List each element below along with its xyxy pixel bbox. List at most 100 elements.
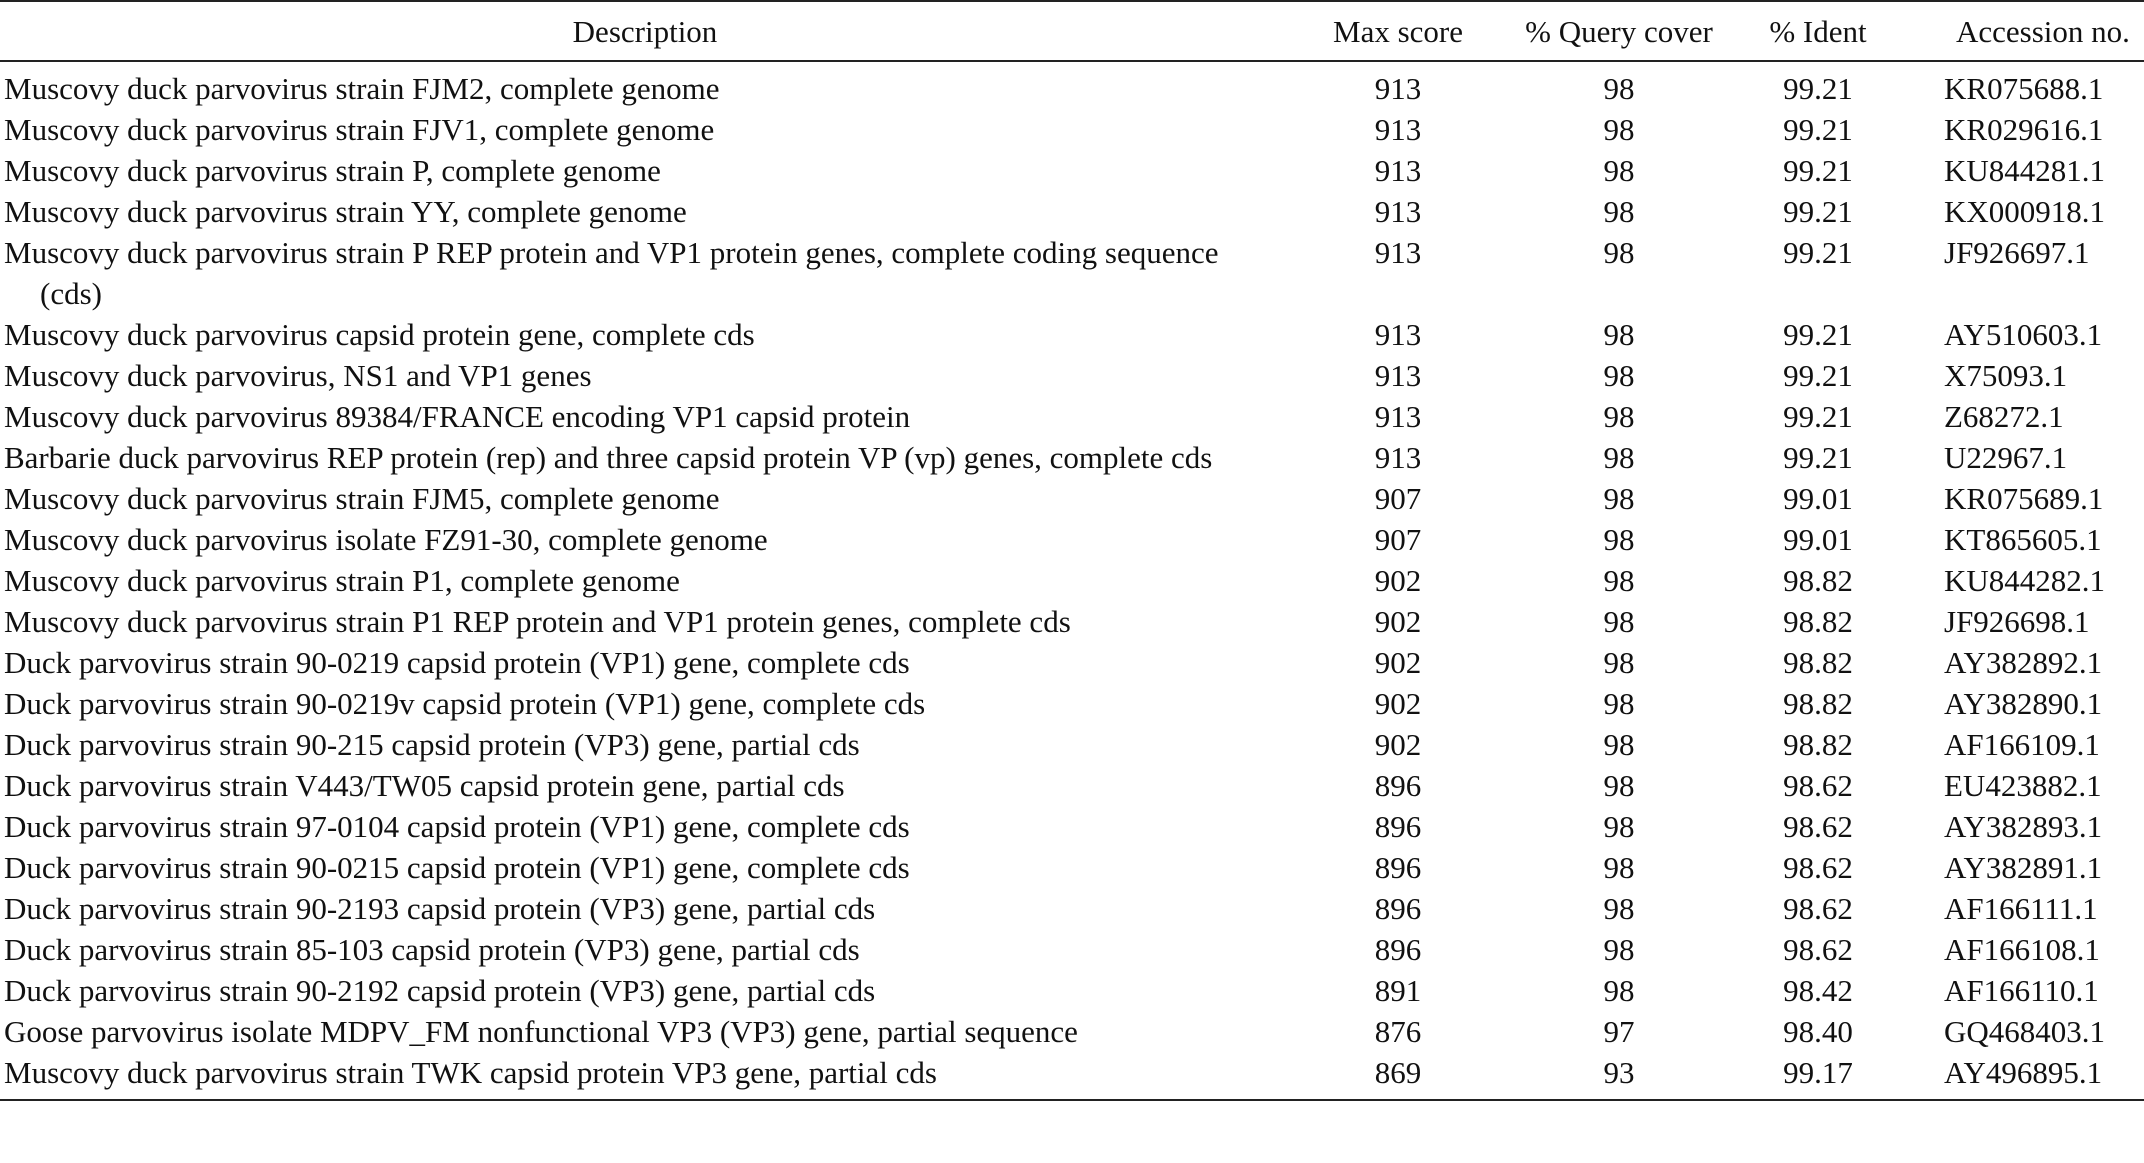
cell-accession: KR029616.1 (1944, 112, 2104, 147)
cell-accession: KR075689.1 (1944, 481, 2104, 516)
cell-max-score: 896 (1374, 809, 1422, 844)
cell-query-cover: 98 (1603, 235, 1635, 270)
cell-max-score: 913 (1374, 112, 1422, 147)
table-row: Muscovy duck parvovirus isolate FZ91-30,… (0, 519, 2144, 560)
description-text: Muscovy duck parvovirus strain YY, compl… (4, 194, 687, 229)
cell-query-cover: 98 (1603, 194, 1635, 229)
cell-accession: AY382891.1 (1944, 850, 2103, 885)
results-table-container: Description Max score % Query cover % Id… (0, 1, 2144, 1100)
cell-query-cover: 98 (1603, 891, 1635, 926)
cell-ident: 99.21 (1783, 153, 1853, 188)
cell-query-cover: 98 (1603, 522, 1635, 557)
cell-description: Duck parvovirus strain 90-215 capsid pro… (0, 724, 1290, 765)
table-row: Muscovy duck parvovirus capsid protein g… (0, 314, 2144, 355)
header-ident: % Ident (1769, 13, 1867, 49)
description-text: Barbarie duck parvovirus REP protein (re… (4, 440, 1213, 475)
header-accession: Accession no. (1956, 13, 2130, 49)
cell-description: Muscovy duck parvovirus strain FJM2, com… (0, 61, 1290, 109)
table-row: Muscovy duck parvovirus, NS1 and VP1 gen… (0, 355, 2144, 396)
cell-ident: 98.62 (1783, 768, 1853, 803)
cell-ident: 99.21 (1783, 440, 1853, 475)
cell-ident: 98.62 (1783, 809, 1853, 844)
table-row: Duck parvovirus strain 90-0215 capsid pr… (0, 847, 2144, 888)
cell-ident: 99.21 (1783, 358, 1853, 393)
table-row: Muscovy duck parvovirus strain FJM2, com… (0, 61, 2144, 109)
cell-accession: AY382890.1 (1944, 686, 2103, 721)
description-text: Muscovy duck parvovirus 89384/FRANCE enc… (4, 399, 911, 434)
table-header: Description Max score % Query cover % Id… (0, 1, 2144, 61)
header-query-cover: % Query cover (1525, 13, 1713, 49)
cell-accession: AF166110.1 (1944, 973, 2099, 1008)
table-row: Muscovy duck parvovirus strain P, comple… (0, 150, 2144, 191)
cell-ident: 99.01 (1783, 522, 1853, 557)
table-row: Duck parvovirus strain 90-0219 capsid pr… (0, 642, 2144, 683)
cell-description: Muscovy duck parvovirus 89384/FRANCE enc… (0, 396, 1290, 437)
cell-query-cover: 98 (1603, 112, 1635, 147)
cell-ident: 99.21 (1783, 112, 1853, 147)
description-text: Duck parvovirus strain 90-2192 capsid pr… (4, 973, 876, 1008)
cell-max-score: 913 (1374, 358, 1422, 393)
cell-query-cover: 98 (1603, 358, 1635, 393)
cell-query-cover: 98 (1603, 768, 1635, 803)
table-row: Duck parvovirus strain 90-2193 capsid pr… (0, 888, 2144, 929)
table-row: Duck parvovirus strain 90-215 capsid pro… (0, 724, 2144, 765)
cell-query-cover: 98 (1603, 317, 1635, 352)
table-row: Muscovy duck parvovirus strain FJV1, com… (0, 109, 2144, 150)
cell-ident: 99.21 (1783, 317, 1853, 352)
cell-description: Muscovy duck parvovirus strain P REP pro… (0, 232, 1290, 314)
cell-description: Muscovy duck parvovirus strain P, comple… (0, 150, 1290, 191)
cell-query-cover: 98 (1603, 399, 1635, 434)
cell-max-score: 902 (1374, 686, 1422, 721)
cell-description: Muscovy duck parvovirus strain P1 REP pr… (0, 601, 1290, 642)
cell-accession: AY382892.1 (1944, 645, 2103, 680)
cell-query-cover: 98 (1603, 686, 1635, 721)
cell-description: Muscovy duck parvovirus strain FJV1, com… (0, 109, 1290, 150)
cell-ident: 98.82 (1783, 563, 1853, 598)
table-row: Muscovy duck parvovirus strain FJM5, com… (0, 478, 2144, 519)
header-row: Description Max score % Query cover % Id… (0, 1, 2144, 61)
cell-max-score: 913 (1374, 440, 1422, 475)
cell-ident: 98.82 (1783, 604, 1853, 639)
cell-accession: KU844282.1 (1944, 563, 2106, 598)
cell-description: Duck parvovirus strain 85-103 capsid pro… (0, 929, 1290, 970)
description-text: Muscovy duck parvovirus strain FJM5, com… (4, 481, 720, 516)
cell-ident: 98.62 (1783, 891, 1853, 926)
cell-query-cover: 98 (1603, 645, 1635, 680)
cell-max-score: 913 (1374, 71, 1422, 106)
cell-query-cover: 98 (1603, 850, 1635, 885)
cell-accession: KU844281.1 (1944, 153, 2106, 188)
cell-description: Duck parvovirus strain 90-0215 capsid pr… (0, 847, 1290, 888)
cell-max-score: 896 (1374, 932, 1422, 967)
header-description: Description (572, 13, 718, 49)
description-text: Muscovy duck parvovirus strain P1 REP pr… (4, 604, 1071, 639)
cell-max-score: 913 (1374, 235, 1422, 270)
cell-query-cover: 98 (1603, 440, 1635, 475)
cell-max-score: 896 (1374, 768, 1422, 803)
cell-query-cover: 98 (1603, 563, 1635, 598)
table-row: Muscovy duck parvovirus strain YY, compl… (0, 191, 2144, 232)
cell-max-score: 907 (1374, 522, 1422, 557)
cell-accession: Z68272.1 (1944, 399, 2064, 434)
table-row: Barbarie duck parvovirus REP protein (re… (0, 437, 2144, 478)
cell-ident: 99.21 (1783, 194, 1853, 229)
table-row: Muscovy duck parvovirus strain P1, compl… (0, 560, 2144, 601)
cell-description: Duck parvovirus strain 97-0104 capsid pr… (0, 806, 1290, 847)
cell-max-score: 891 (1374, 973, 1422, 1008)
description-text: Duck parvovirus strain 90-215 capsid pro… (4, 727, 860, 762)
cell-query-cover: 98 (1603, 973, 1635, 1008)
table-row: Duck parvovirus strain V443/TW05 capsid … (0, 765, 2144, 806)
cell-ident: 98.82 (1783, 727, 1853, 762)
description-text: Goose parvovirus isolate MDPV_FM nonfunc… (4, 1014, 1078, 1049)
cell-query-cover: 93 (1603, 1055, 1635, 1090)
description-text: Duck parvovirus strain V443/TW05 capsid … (4, 768, 845, 803)
table-row: Muscovy duck parvovirus strain P REP pro… (0, 232, 2144, 314)
cell-ident: 98.82 (1783, 645, 1853, 680)
cell-query-cover: 98 (1603, 604, 1635, 639)
cell-ident: 99.21 (1783, 235, 1853, 270)
cell-max-score: 902 (1374, 604, 1422, 639)
cell-accession: JF926698.1 (1944, 604, 2090, 639)
cell-query-cover: 98 (1603, 809, 1635, 844)
description-text: Muscovy duck parvovirus strain FJV1, com… (4, 112, 715, 147)
cell-max-score: 913 (1374, 399, 1422, 434)
cell-description: Muscovy duck parvovirus capsid protein g… (0, 314, 1290, 355)
